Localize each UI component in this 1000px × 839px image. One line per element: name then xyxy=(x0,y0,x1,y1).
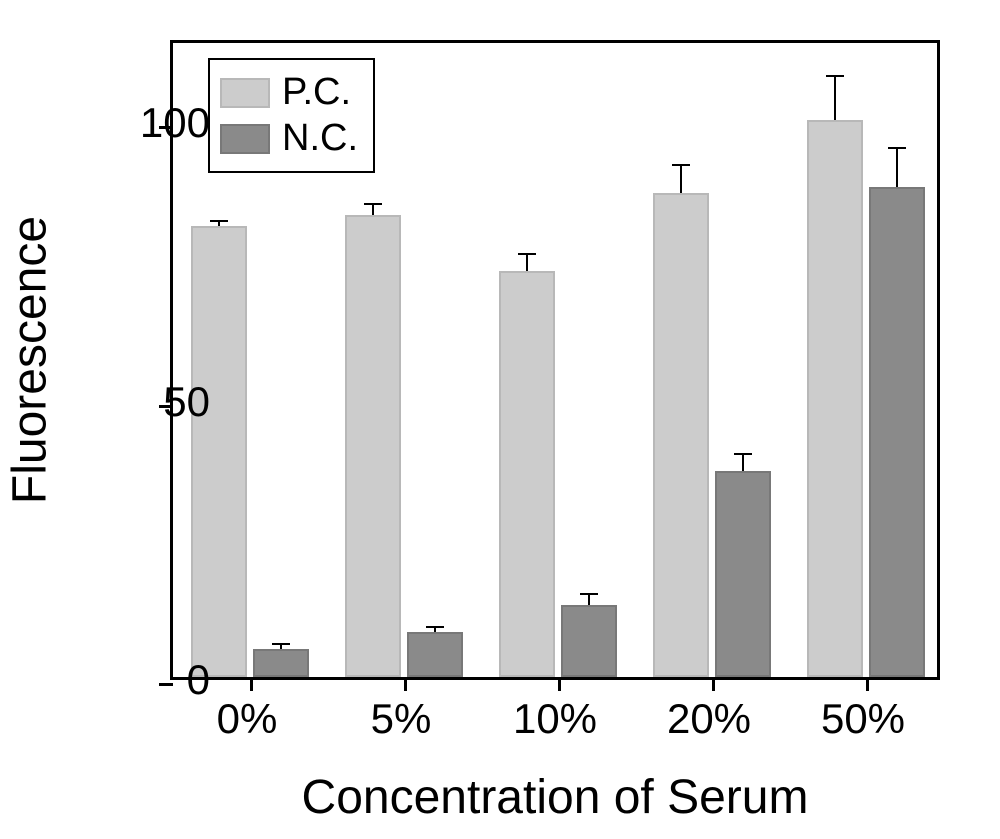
plot-area: P.C.N.C. xyxy=(170,40,940,680)
error-cap xyxy=(734,453,752,455)
bar-nc xyxy=(253,649,309,677)
x-tick xyxy=(558,677,561,691)
x-tick-label: 50% xyxy=(821,695,905,743)
x-tick xyxy=(404,677,407,691)
error-cap xyxy=(518,253,536,255)
error-cap xyxy=(826,75,844,77)
legend-label: N.C. xyxy=(282,117,358,160)
error-cap xyxy=(364,203,382,205)
x-tick xyxy=(866,677,869,691)
legend-swatch xyxy=(220,124,270,154)
y-tick-label: 0 xyxy=(187,656,210,704)
legend: P.C.N.C. xyxy=(208,58,375,173)
error-cap xyxy=(888,147,906,149)
error-bar xyxy=(834,76,836,121)
bar-pc xyxy=(345,215,401,677)
legend-item: P.C. xyxy=(220,71,358,114)
x-tick-label: 5% xyxy=(371,695,432,743)
bar-nc xyxy=(715,471,771,677)
legend-swatch xyxy=(220,78,270,108)
y-tick-label: 100 xyxy=(140,99,210,147)
error-bar xyxy=(372,204,374,215)
bar-nc xyxy=(561,605,617,677)
x-tick xyxy=(250,677,253,691)
error-cap xyxy=(580,593,598,595)
error-bar xyxy=(588,594,590,605)
x-tick xyxy=(712,677,715,691)
y-tick-label: 50 xyxy=(163,378,210,426)
x-tick-label: 20% xyxy=(667,695,751,743)
bar-pc xyxy=(807,120,863,677)
error-cap xyxy=(272,643,290,645)
chart-container: P.C.N.C. 0%5%10%20%50% xyxy=(170,40,940,680)
x-tick-label: 0% xyxy=(217,695,278,743)
bar-pc xyxy=(499,271,555,677)
x-tick-label: 10% xyxy=(513,695,597,743)
error-bar xyxy=(526,254,528,271)
error-bar xyxy=(742,454,744,471)
error-bar xyxy=(680,165,682,193)
y-tick xyxy=(159,683,173,686)
legend-item: N.C. xyxy=(220,117,358,160)
legend-label: P.C. xyxy=(282,71,351,114)
error-cap xyxy=(672,164,690,166)
error-cap xyxy=(210,220,228,222)
error-bar xyxy=(896,148,898,187)
error-cap xyxy=(426,626,444,628)
y-axis-title: Fluorescence xyxy=(3,216,58,504)
bar-nc xyxy=(407,632,463,677)
bar-nc xyxy=(869,187,925,677)
x-axis-title: Concentration of Serum xyxy=(302,770,809,825)
bar-pc xyxy=(653,193,709,677)
bar-pc xyxy=(191,226,247,677)
